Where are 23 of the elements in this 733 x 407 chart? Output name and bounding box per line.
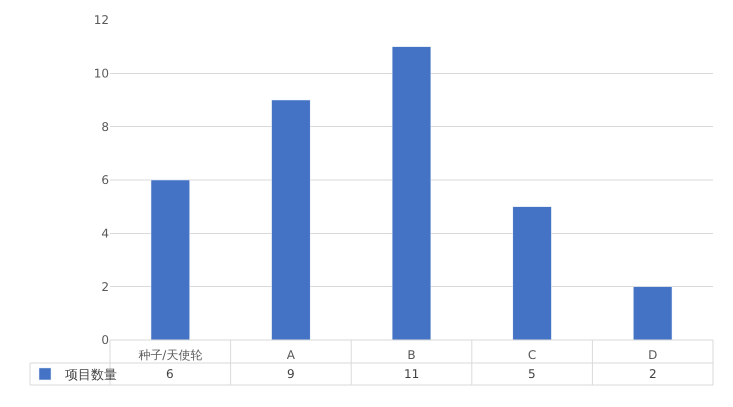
x-tick-label: A	[286, 348, 296, 362]
y-tick-label: 8	[101, 120, 109, 134]
y-tick-label: 12	[94, 13, 109, 28]
x-tick-label: C	[528, 348, 536, 362]
bar	[271, 100, 310, 340]
y-tick-label: 4	[101, 226, 109, 241]
bar	[633, 286, 672, 340]
y-tick-label: 6	[101, 173, 109, 188]
bar	[392, 46, 432, 340]
data-label: 9	[287, 367, 295, 381]
y-tick-label: 2	[101, 280, 109, 294]
y-tick-label: 0	[101, 333, 109, 348]
x-tick-label: D	[648, 348, 658, 362]
legend-label: 项目数量	[65, 368, 117, 384]
data-label: 5	[528, 367, 536, 381]
y-tick-label: 10	[94, 66, 109, 81]
bar	[512, 206, 552, 340]
x-tick-label: 种子/天使轮	[138, 348, 202, 362]
x-tick-label: B	[407, 348, 416, 362]
data-label: 6	[166, 367, 174, 381]
bar	[150, 180, 190, 340]
data-label: 11	[404, 367, 420, 381]
data-label: 2	[649, 367, 657, 381]
